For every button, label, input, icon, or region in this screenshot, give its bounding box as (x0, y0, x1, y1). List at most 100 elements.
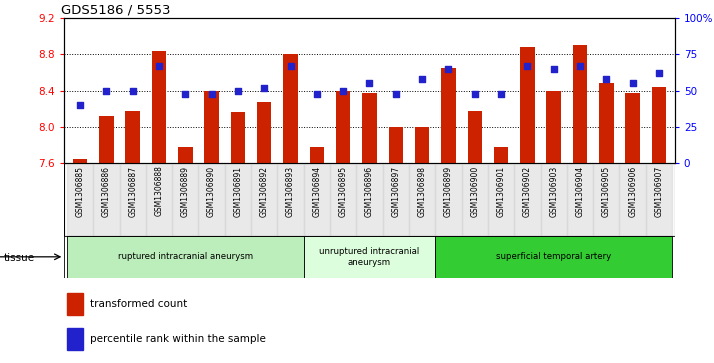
Bar (436, 163, 461, 236)
Bar (514, 163, 540, 236)
Bar (178, 147, 193, 163)
Bar (652, 87, 666, 163)
Text: tissue: tissue (4, 253, 35, 263)
Text: GSM1306886: GSM1306886 (102, 166, 111, 216)
Point (311, 91, 323, 97)
Bar (257, 102, 271, 163)
Point (443, 66, 454, 72)
Bar (415, 127, 429, 163)
Text: GSM1306885: GSM1306885 (76, 166, 84, 216)
Bar (231, 112, 245, 163)
Bar (225, 163, 251, 236)
Bar (283, 54, 298, 163)
Bar (94, 163, 119, 236)
Bar (146, 163, 172, 236)
Text: GSM1306903: GSM1306903 (549, 166, 558, 217)
Bar (388, 127, 403, 163)
Point (574, 63, 585, 69)
Point (548, 66, 559, 72)
Bar (172, 163, 198, 236)
Text: GSM1306907: GSM1306907 (655, 166, 663, 217)
Text: transformed count: transformed count (90, 299, 187, 309)
Bar (383, 163, 409, 236)
Bar (278, 163, 303, 236)
Text: GSM1306894: GSM1306894 (312, 166, 321, 217)
Text: GSM1306904: GSM1306904 (575, 166, 585, 217)
Bar (488, 163, 514, 236)
Point (390, 91, 401, 97)
Text: GDS5186 / 5553: GDS5186 / 5553 (61, 4, 171, 17)
Bar (356, 163, 383, 236)
Bar (336, 91, 351, 163)
Bar (567, 163, 593, 236)
Bar (546, 91, 561, 163)
Text: percentile rank within the sample: percentile rank within the sample (90, 334, 266, 344)
Text: GSM1306893: GSM1306893 (286, 166, 295, 217)
Point (101, 88, 112, 94)
Text: superficial temporal artery: superficial temporal artery (496, 252, 611, 261)
Point (154, 63, 165, 69)
Point (469, 91, 481, 97)
Bar (468, 111, 482, 163)
Text: ruptured intracranial aneurysm: ruptured intracranial aneurysm (118, 252, 253, 261)
Bar (152, 51, 166, 163)
Text: GSM1306900: GSM1306900 (471, 166, 479, 217)
Bar (99, 116, 114, 163)
Bar (540, 163, 567, 236)
Text: GSM1306889: GSM1306889 (181, 166, 190, 216)
Point (127, 88, 139, 94)
Text: GSM1306898: GSM1306898 (418, 166, 427, 216)
Bar (330, 163, 356, 236)
Text: GSM1306897: GSM1306897 (391, 166, 401, 217)
Bar (645, 163, 672, 236)
Bar (73, 159, 87, 163)
Bar (251, 163, 278, 236)
Point (416, 76, 428, 82)
Bar (119, 163, 146, 236)
Text: GSM1306892: GSM1306892 (260, 166, 268, 216)
Text: GSM1306905: GSM1306905 (602, 166, 610, 217)
Point (74, 102, 86, 108)
Bar (599, 83, 613, 163)
Text: GSM1306901: GSM1306901 (496, 166, 506, 217)
Bar (303, 163, 330, 236)
Point (232, 88, 243, 94)
Point (206, 91, 217, 97)
Text: GSM1306890: GSM1306890 (207, 166, 216, 217)
Bar (593, 163, 620, 236)
Bar (67, 163, 94, 236)
Text: GSM1306906: GSM1306906 (628, 166, 637, 217)
Point (338, 88, 349, 94)
Text: GSM1306887: GSM1306887 (129, 166, 137, 216)
Bar (204, 91, 219, 163)
Bar (362, 93, 377, 163)
Point (363, 81, 376, 86)
Bar (198, 163, 225, 236)
Point (496, 91, 507, 97)
Point (627, 81, 638, 86)
Bar (494, 147, 508, 163)
Bar (436, 236, 672, 278)
Point (522, 63, 533, 69)
Bar (625, 94, 640, 163)
Bar (461, 163, 488, 236)
Text: GSM1306888: GSM1306888 (154, 166, 164, 216)
Bar (67, 328, 83, 350)
Text: GSM1306895: GSM1306895 (338, 166, 348, 217)
Bar (620, 163, 645, 236)
Bar (310, 147, 324, 163)
Point (258, 85, 270, 91)
Text: unruptured intracranial
aneurysm: unruptured intracranial aneurysm (319, 247, 420, 267)
Bar (573, 45, 587, 163)
Point (653, 70, 665, 76)
Bar (303, 236, 436, 278)
Bar (126, 111, 140, 163)
Bar (441, 68, 456, 163)
Text: GSM1306891: GSM1306891 (233, 166, 243, 216)
Bar (67, 293, 83, 315)
Bar (409, 163, 436, 236)
Bar (67, 236, 303, 278)
Point (285, 63, 296, 69)
Bar (520, 47, 535, 163)
Text: GSM1306902: GSM1306902 (523, 166, 532, 217)
